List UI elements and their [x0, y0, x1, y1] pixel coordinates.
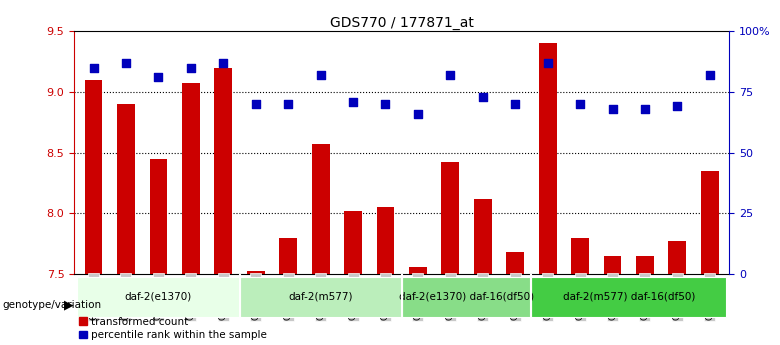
Title: GDS770 / 177871_at: GDS770 / 177871_at [330, 16, 473, 30]
Bar [701, 171, 718, 274]
Legend: transformed count, percentile rank within the sample: transformed count, percentile rank withi… [80, 317, 267, 340]
Point [477, 94, 489, 99]
Point [509, 101, 522, 107]
Text: GSM28393: GSM28393 [219, 274, 228, 320]
Point [185, 65, 197, 70]
Text: GSM28407: GSM28407 [673, 274, 682, 320]
Bar [182, 83, 200, 274]
Point [347, 99, 360, 104]
Text: GSM28395: GSM28395 [284, 274, 292, 320]
Bar [409, 267, 427, 274]
Text: GSM28394: GSM28394 [251, 274, 261, 320]
Text: GSM28402: GSM28402 [511, 274, 519, 320]
Bar [604, 256, 622, 274]
Text: GSM28398: GSM28398 [381, 274, 390, 320]
Text: daf-2(m577): daf-2(m577) [289, 292, 353, 302]
Point [120, 60, 133, 66]
Bar [215, 68, 232, 274]
Bar [377, 207, 395, 274]
Text: GSM28391: GSM28391 [154, 274, 163, 320]
Text: GSM28397: GSM28397 [349, 274, 357, 320]
Point [704, 72, 716, 78]
Point [606, 106, 619, 112]
Text: GSM28404: GSM28404 [576, 274, 584, 320]
Text: daf-2(e1370): daf-2(e1370) [125, 292, 192, 302]
Point [282, 101, 294, 107]
Text: GSM28401: GSM28401 [478, 274, 488, 320]
Point [541, 60, 554, 66]
Bar [441, 162, 459, 274]
Text: ▶: ▶ [64, 299, 73, 312]
Text: daf-2(m577) daf-16(df50): daf-2(m577) daf-16(df50) [562, 292, 695, 302]
Bar [474, 199, 491, 274]
Text: GSM28390: GSM28390 [122, 274, 130, 320]
Bar [571, 238, 589, 274]
Bar [246, 271, 264, 274]
Text: GSM28408: GSM28408 [705, 274, 714, 320]
Bar [279, 238, 297, 274]
Bar [531, 277, 726, 317]
Point [87, 65, 100, 70]
Point [314, 72, 327, 78]
Text: GSM28399: GSM28399 [413, 274, 423, 320]
Text: GSM28396: GSM28396 [316, 274, 325, 320]
Text: genotype/variation: genotype/variation [2, 300, 101, 310]
Point [574, 101, 587, 107]
Point [639, 106, 651, 112]
Bar [239, 277, 402, 317]
Bar [117, 104, 135, 274]
Text: GSM28405: GSM28405 [608, 274, 617, 320]
Bar [636, 256, 654, 274]
Bar [402, 277, 531, 317]
Bar [150, 159, 168, 274]
Point [217, 60, 229, 66]
Text: GSM28406: GSM28406 [640, 274, 650, 320]
Text: GSM28400: GSM28400 [446, 274, 455, 320]
Bar [344, 211, 362, 274]
Point [250, 101, 262, 107]
Point [412, 111, 424, 117]
Bar [77, 277, 239, 317]
Point [444, 72, 456, 78]
Bar [85, 80, 102, 274]
Text: daf-2(e1370) daf-16(df50): daf-2(e1370) daf-16(df50) [399, 292, 534, 302]
Bar [506, 253, 524, 274]
Point [671, 104, 683, 109]
Bar [312, 144, 329, 274]
Text: GSM28389: GSM28389 [89, 274, 98, 320]
Text: GSM28403: GSM28403 [543, 274, 552, 320]
Point [152, 75, 165, 80]
Text: GSM28392: GSM28392 [186, 274, 195, 320]
Bar [539, 43, 557, 274]
Bar [668, 241, 686, 274]
Point [379, 101, 392, 107]
